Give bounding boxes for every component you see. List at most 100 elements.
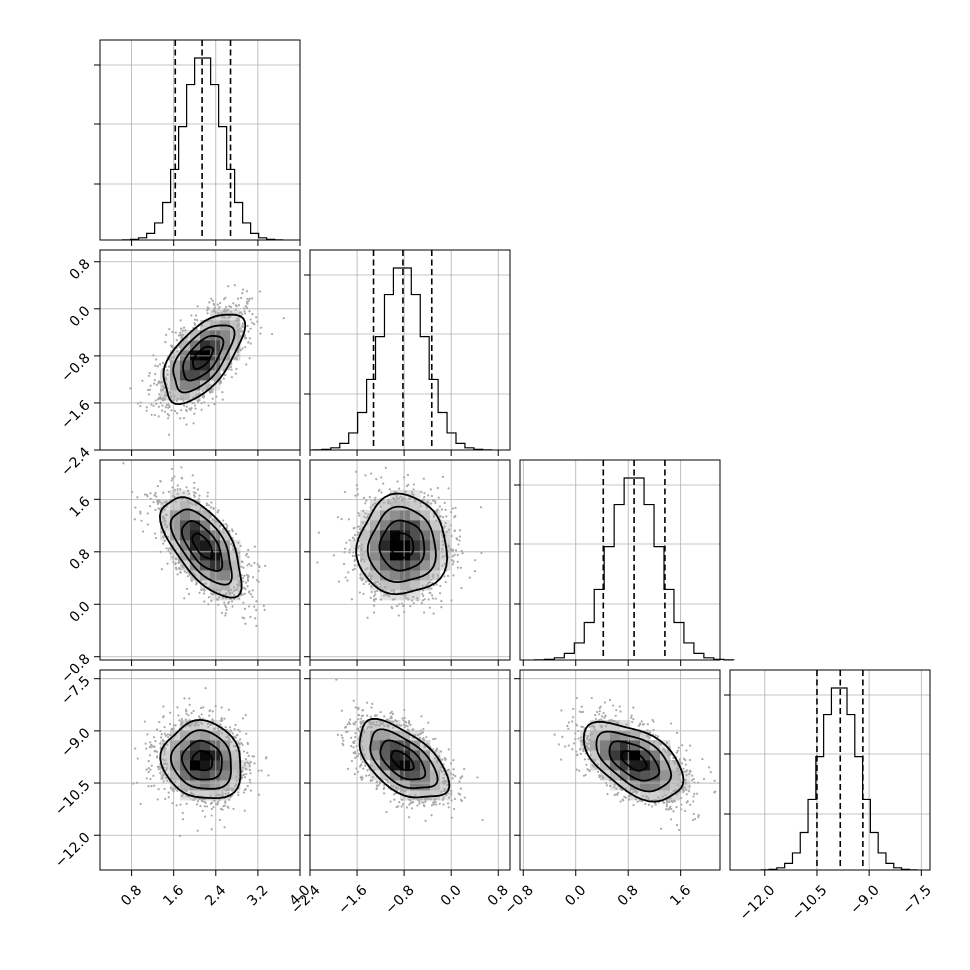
scatter-point-4-3-254	[692, 777, 695, 781]
scatter-point-4-3-127	[571, 720, 574, 723]
scatter-point-4-1-21	[204, 687, 207, 690]
density-cell-2-1-7-8	[170, 360, 181, 371]
scatter-point-4-1-293	[234, 736, 237, 739]
scatter-point-2-1-284	[145, 409, 148, 412]
scatter-point-4-3-161	[644, 802, 647, 805]
density-cell-3-1-11-6	[210, 590, 221, 601]
scatter-point-4-3-109	[669, 818, 673, 821]
density-cell-3-1-11-8	[210, 570, 221, 581]
scatter-point-4-2-139	[372, 721, 375, 724]
scatter-point-3-1-195	[251, 595, 254, 598]
scatter-point-3-1-34	[242, 580, 245, 583]
scatter-point-4-2-209	[379, 710, 382, 714]
density-cell-2-1-12-10	[220, 340, 231, 351]
scatter-point-4-2-260	[439, 750, 443, 753]
scatter-point-2-1-167	[237, 327, 240, 330]
scatter-point-4-3-259	[615, 793, 618, 796]
scatter-point-3-2-336	[452, 560, 455, 563]
density-cell-4-3-8-10	[600, 760, 611, 771]
scatter-point-3-1-16	[243, 607, 247, 610]
scatter-point-4-1-20	[197, 715, 201, 718]
scatter-point-3-2-378	[460, 587, 463, 590]
scatter-point-3-2-142	[394, 500, 397, 503]
y-tick-label-2-3: 0.0	[67, 303, 94, 330]
density-cell-3-2-5-14	[360, 510, 371, 521]
scatter-point-3-2-36	[412, 483, 416, 486]
scatter-point-4-2-62	[356, 738, 359, 741]
scatter-point-3-2-56	[430, 594, 434, 597]
scatter-point-3-2-150	[436, 486, 439, 490]
density-cell-4-2-7-13	[380, 730, 391, 741]
scatter-point-2-1-352	[158, 393, 161, 396]
scatter-point-3-2-316	[343, 551, 346, 554]
density-cell-4-3-10-9	[620, 770, 631, 781]
scatter-point-4-1-217	[246, 785, 249, 788]
density-cell-2-1-10-7	[200, 370, 211, 381]
scatter-point-3-2-332	[387, 499, 390, 502]
scatter-point-2-1-227	[193, 322, 196, 325]
scatter-point-3-1-80	[237, 597, 241, 600]
scatter-point-4-2-224	[399, 790, 402, 793]
scatter-point-3-2-265	[449, 524, 453, 527]
scatter-point-4-2-326	[371, 776, 374, 779]
scatter-point-2-1-312	[219, 373, 222, 376]
scatter-point-4-2-322	[422, 736, 425, 740]
scatter-point-2-1-415	[157, 382, 160, 385]
scatter-point-4-1-288	[233, 785, 237, 788]
scatter-point-4-3-267	[578, 769, 581, 772]
scatter-point-4-2-45	[342, 739, 345, 742]
scatter-point-2-1-86	[223, 374, 227, 377]
scatter-point-4-2-22	[356, 749, 359, 752]
scatter-point-4-1-189	[174, 780, 177, 784]
density-cell-3-1-9-14	[190, 510, 201, 521]
scatter-point-4-3-380	[681, 788, 684, 791]
scatter-point-2-1-173	[259, 332, 262, 335]
contour-3-2-4	[355, 492, 449, 596]
density-cell-4-1-9-9	[190, 770, 201, 781]
scatter-point-4-1-231	[155, 750, 159, 753]
scatter-point-3-1-160	[244, 581, 247, 584]
scatter-point-2-1-65	[157, 415, 160, 418]
scatter-point-4-1-378	[177, 714, 180, 717]
scatter-point-3-2-38	[395, 605, 399, 608]
scatter-point-3-2-307	[441, 516, 445, 519]
scatter-point-3-2-368	[439, 515, 442, 518]
scatter-point-3-2-365	[352, 536, 355, 540]
scatter-point-4-2-35	[426, 743, 429, 746]
scatter-point-2-1-388	[155, 383, 158, 387]
density-cell-2-1-11-10	[210, 340, 221, 351]
scatter-point-3-2-370	[382, 482, 385, 485]
scatter-point-2-1-162	[221, 398, 224, 401]
scatter-point-3-2-67	[425, 584, 428, 587]
density-cell-3-2-6-9	[370, 560, 381, 571]
scatter-point-4-1-241	[244, 714, 247, 717]
scatter-point-4-1-269	[166, 743, 169, 746]
scatter-point-2-1-42	[193, 318, 196, 321]
scatter-point-4-1-239	[214, 727, 217, 730]
scatter-point-2-1-392	[161, 385, 164, 388]
scatter-point-4-3-346	[599, 705, 602, 708]
scatter-point-3-1-230	[195, 583, 198, 586]
scatter-point-4-2-374	[420, 731, 423, 735]
scatter-point-2-1-83	[154, 399, 157, 402]
scatter-point-3-2-120	[390, 589, 393, 592]
scatter-point-3-1-346	[186, 499, 189, 502]
scatter-point-2-1-35	[251, 313, 254, 316]
scatter-point-4-3-204	[683, 786, 686, 789]
scatter-point-4-1-224	[242, 750, 246, 753]
scatter-point-3-1-355	[149, 492, 152, 495]
scatter-point-4-3-413	[590, 696, 593, 700]
scatter-point-2-1-285	[183, 404, 186, 407]
scatter-point-3-1-407	[242, 601, 245, 604]
density-cell-3-1-11-11	[210, 540, 221, 551]
scatter-point-3-1-146	[159, 479, 162, 483]
density-cell-3-2-12-13	[430, 520, 441, 531]
scatter-point-2-1-101	[282, 317, 285, 320]
density-cell-3-1-11-9	[210, 560, 221, 571]
x-tick-label-2-3: 0.0	[438, 882, 465, 909]
scatter-point-2-1-404	[197, 393, 200, 396]
scatter-point-3-2-44	[432, 499, 435, 502]
scatter-point-3-1-207	[143, 493, 147, 496]
scatter-point-2-1-159	[152, 404, 155, 408]
